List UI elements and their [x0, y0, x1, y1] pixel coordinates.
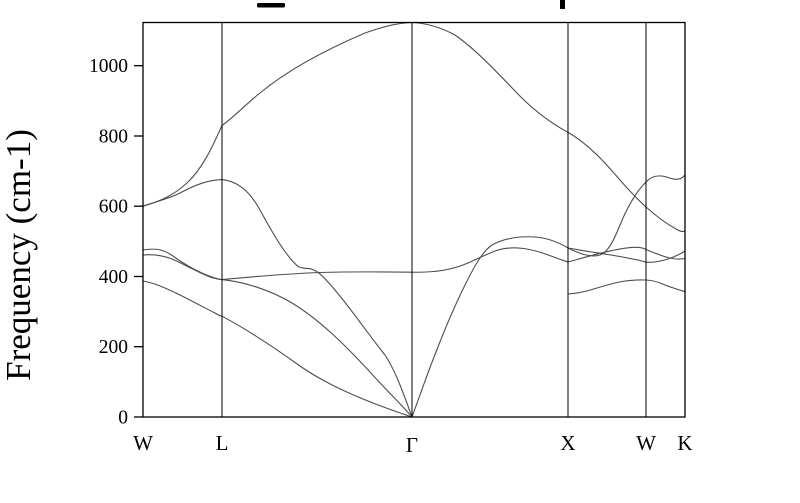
svg-text:L: L	[216, 431, 229, 455]
svg-text:Frequency (cm-1): Frequency (cm-1)	[0, 129, 38, 381]
svg-text:W: W	[133, 431, 153, 455]
svg-text:W: W	[636, 431, 656, 455]
svg-text:0: 0	[118, 408, 128, 429]
svg-text:600: 600	[99, 197, 128, 218]
svg-text:200: 200	[99, 337, 128, 358]
svg-text:1000: 1000	[89, 56, 128, 77]
svg-text:K: K	[677, 431, 692, 455]
svg-text:800: 800	[99, 127, 128, 148]
svg-text:X: X	[560, 431, 575, 455]
svg-text:400: 400	[99, 267, 128, 288]
svg-text:Γ: Γ	[406, 433, 418, 457]
